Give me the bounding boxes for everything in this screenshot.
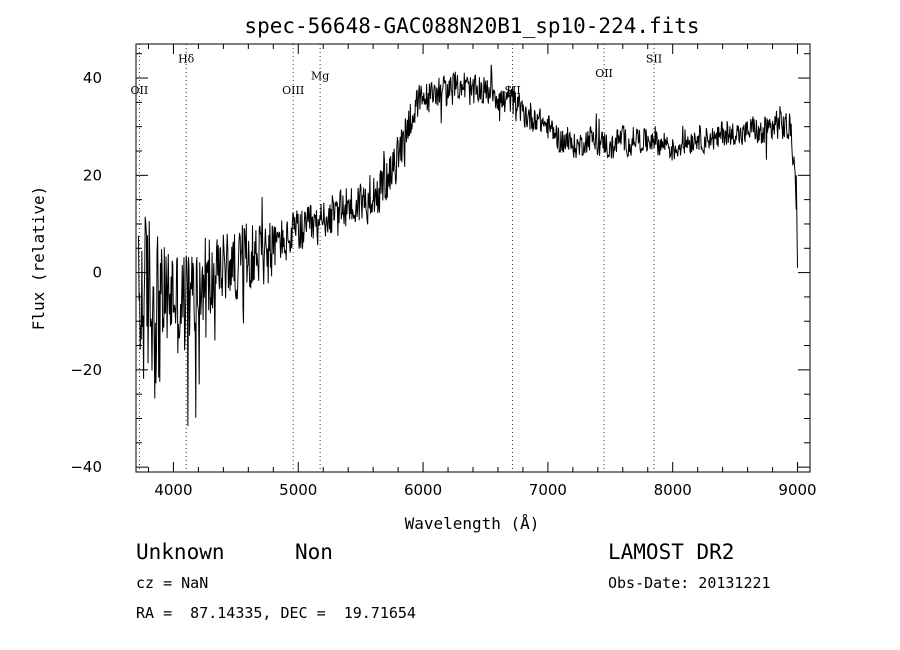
x-tick-label: 6000 — [404, 481, 442, 499]
y-tick-label: −20 — [70, 361, 102, 379]
y-axis-label: Flux (relative) — [29, 186, 48, 331]
spectrum-series — [138, 64, 798, 427]
spectral-line-label: SII — [646, 52, 662, 65]
spectral-line-label: Hδ — [178, 52, 195, 65]
object-subclass: Non — [295, 540, 333, 564]
x-tick-label: 5000 — [279, 481, 317, 499]
redshift-label: cz = NaN — [136, 574, 209, 592]
object-class: Unknown — [136, 540, 225, 564]
y-tick-label: −40 — [70, 458, 102, 476]
plot-frame — [135, 43, 811, 473]
spectral-line-label: OII — [595, 67, 613, 80]
x-tick-label: 4000 — [154, 481, 192, 499]
obs-date: Obs-Date: 20131221 — [608, 574, 771, 592]
spectrum-line — [138, 64, 798, 427]
axis-ticks: 4000 5000 6000 7000 8000 9000 −40 −20 0 20 40 — [70, 44, 817, 499]
spectral-line-label: OIII — [282, 84, 304, 97]
x-tick-label: 8000 — [654, 481, 692, 499]
y-tick-label: 0 — [92, 264, 102, 282]
x-tick-label: 7000 — [529, 481, 567, 499]
survey-name: LAMOST DR2 — [608, 540, 735, 564]
spectral-line-label: OII — [131, 84, 149, 97]
y-tick-label: 20 — [83, 166, 102, 184]
x-tick-label: 9000 — [778, 481, 816, 499]
spectral-line-label: Mg — [311, 70, 329, 83]
x-axis-label: Wavelength (Å) — [405, 514, 540, 533]
chart-title: spec-56648-GAC088N20B1_sp10-224.fits — [244, 14, 699, 38]
y-tick-label: 40 — [83, 69, 102, 87]
coordinates: RA = 87.14335, DEC = 19.71654 — [136, 604, 416, 622]
